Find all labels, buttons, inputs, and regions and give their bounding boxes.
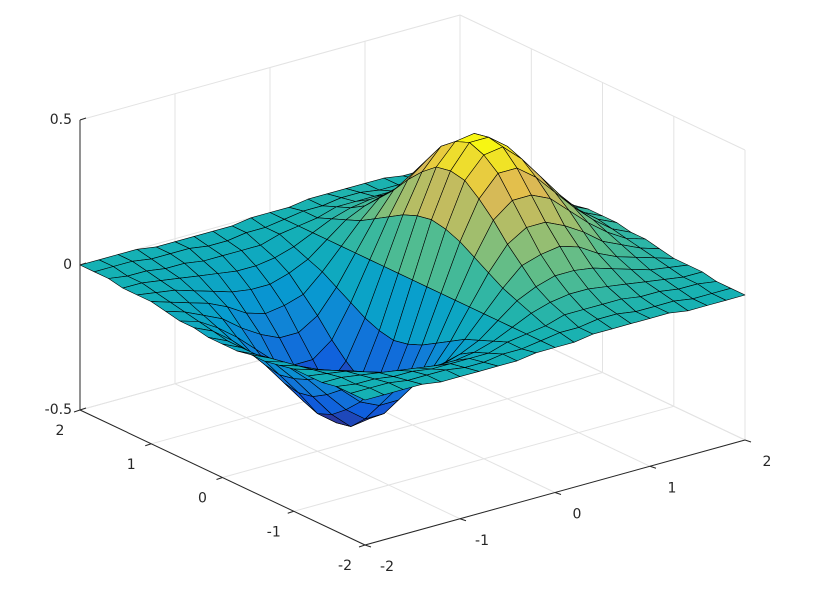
y-tick xyxy=(287,510,294,514)
z-tick-label: 0.5 xyxy=(50,112,72,128)
surface-patch xyxy=(350,387,385,401)
x-tick-label: 2 xyxy=(763,454,772,470)
y-tick xyxy=(216,477,223,480)
y-tick-label: -2 xyxy=(338,558,352,574)
y-tick xyxy=(73,409,81,413)
z-tick-label: -0.5 xyxy=(45,402,72,418)
x-tick xyxy=(459,518,467,522)
y-tick xyxy=(358,544,366,548)
x-tick-label: 0 xyxy=(573,507,582,523)
x-tick-label: -2 xyxy=(380,559,394,575)
z-tick-label: 0 xyxy=(63,257,72,273)
grid-line xyxy=(79,14,746,151)
x-tick-label: 1 xyxy=(668,480,677,496)
y-tick-label: 1 xyxy=(127,457,136,473)
y-tick xyxy=(145,443,152,447)
x-tick xyxy=(554,492,562,495)
x-tick xyxy=(649,465,657,469)
x-tick xyxy=(744,439,752,443)
y-tick-label: -1 xyxy=(267,524,281,540)
z-tick xyxy=(79,117,87,121)
z-tick xyxy=(79,262,87,266)
y-tick-label: 0 xyxy=(198,491,207,507)
y-tick-label: 2 xyxy=(56,423,65,439)
x-tick-label: -1 xyxy=(475,533,489,549)
z-tick xyxy=(79,407,87,411)
x-tick xyxy=(364,544,372,548)
